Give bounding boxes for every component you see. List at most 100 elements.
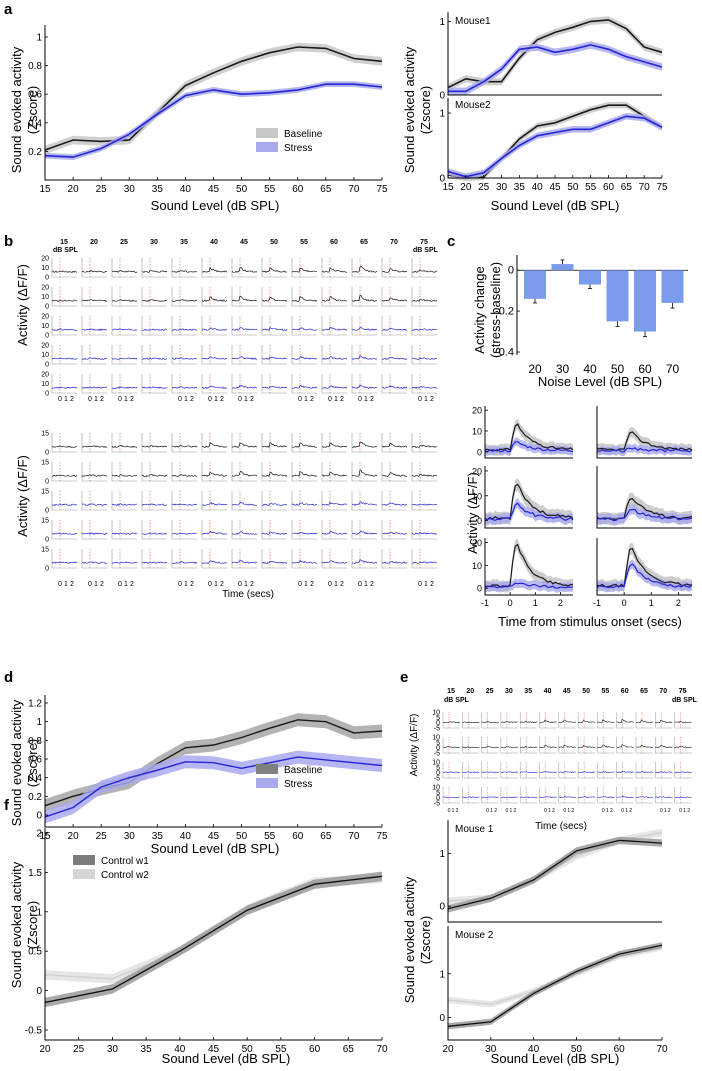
b-trace-line [231,531,258,535]
a-m2-stress-line [447,115,663,178]
b-trace-line [81,270,107,273]
b-trace-line [51,532,77,535]
d-xtick-label: 55 [264,831,276,842]
b-trace-line [141,532,168,535]
b-cell-axes [81,462,107,482]
f-m1-ytick-label: 0 [439,902,445,913]
b-xtick-label: 1 [64,396,68,403]
b-trace-line [171,328,198,331]
f-legend-w2-swatch [73,869,95,879]
f-main-xtick-label: 65 [343,1044,355,1055]
e-cell-axes [558,787,576,804]
d-xlabel: Sound Level (dB SPL) [151,841,280,856]
e-xtick-label: 0 [679,808,682,814]
f-ylabel-2: (Zscore) [25,901,40,949]
b-cell-axes [171,374,197,394]
d-legend-baseline: Baseline [284,765,323,776]
b-trace-line [381,356,408,360]
b-ytick-label: 10 [41,294,49,301]
d-legend-stress-swatch [256,778,278,788]
b-cell-axes [111,374,137,394]
e-xtick-label: 2 [571,808,574,814]
b-xtick-label: 2 [370,581,374,588]
b-trace-line [81,474,108,477]
b-xtick-label: 0 [238,581,242,588]
b-trace-line [411,444,438,448]
b-cell-axes [261,345,287,365]
e-cell-axes [539,762,557,779]
a-baseline-band [45,42,382,155]
c-xtick-label: 60 [638,362,652,376]
a-main-xtick-label: 25 [96,184,108,195]
a-legend-stress-swatch [256,142,278,152]
b-trace-line [111,357,138,360]
b-xtick-label: 1 [214,581,218,588]
b-trace-line [51,270,78,273]
b-cell-axes [171,345,197,365]
b-trace-line [321,385,348,389]
e-xtick-label: 1 [548,808,551,814]
e-cell-axes [597,712,615,729]
b-trace-line [141,503,168,506]
b-cell-axes [111,462,137,482]
e-xtick-label: 2 [629,808,632,814]
e-trace-line [462,771,480,774]
b-xtick-label: 2 [340,581,344,588]
e-trace-line [597,744,615,749]
b-xlabel: Time (secs) [222,589,274,600]
c-bars-ytick-label: -0.4 [495,347,514,359]
f-main-ytick-label: 2 [36,829,42,840]
b-trace-line [171,561,198,564]
e-cell-axes [577,712,596,729]
e-ylabel: Activity (ΔF/F) [409,714,420,777]
b-trace-line [201,385,228,390]
b-trace-line [351,294,378,302]
b-level-label: 75 [420,239,428,246]
b-trace-line [261,267,288,274]
b-cell-axes [141,462,167,482]
b-cell-axes [411,287,437,307]
b-xtick-label: 0 [358,396,362,403]
e-level-label: 25 [486,688,494,695]
f-legend-w1-swatch [73,855,95,865]
b-trace-line [82,299,108,302]
f-side-xtick-label: 70 [656,1044,668,1055]
e-trace-line [462,746,480,749]
b-cell-axes [291,520,317,540]
e-level-label: 15 [447,688,455,695]
d-ytick-label: 0.4 [28,773,42,784]
b-cell-axes [81,433,107,453]
b-trace-line [291,355,318,360]
b-trace-line [411,503,438,506]
a-side-xtick-label: 65 [621,182,633,193]
e-trace-line [481,746,499,749]
e-ytick-label: 10 [432,760,440,767]
d-legend-baseline-swatch [256,764,278,774]
b-cell-axes [171,287,197,307]
b-cell-axes [411,316,437,336]
e-trace-line [635,796,654,799]
f-main-xtick-label: 30 [107,1044,119,1055]
b-cell-axes [411,491,437,511]
e-xtick-label: 0 [563,808,566,814]
b-trace-line [112,386,138,390]
c-trace-baseline-band [597,542,692,593]
e-trace-line [597,771,615,774]
e-cell-axes [674,737,692,754]
e-trace-line [481,720,499,724]
e-cell-axes [519,712,538,729]
e-xtick-label: 0 [506,808,509,814]
b-ytick-label: 0 [45,333,49,340]
e-ytick-label: 5 [436,740,440,747]
b-trace-line [81,357,108,360]
e-dbspl-right: dB SPL [672,697,698,704]
b-xtick-label: 2 [250,396,254,403]
b-xtick-label: 0 [178,396,182,403]
e-cell-axes [674,712,692,729]
e-trace-line [616,795,634,799]
d-legend-stress: Stress [284,779,312,790]
e-level-label: 20 [466,688,474,695]
f-m1-w1-line [447,839,663,910]
b-cell-axes [291,258,317,278]
b-trace-line [351,265,378,273]
